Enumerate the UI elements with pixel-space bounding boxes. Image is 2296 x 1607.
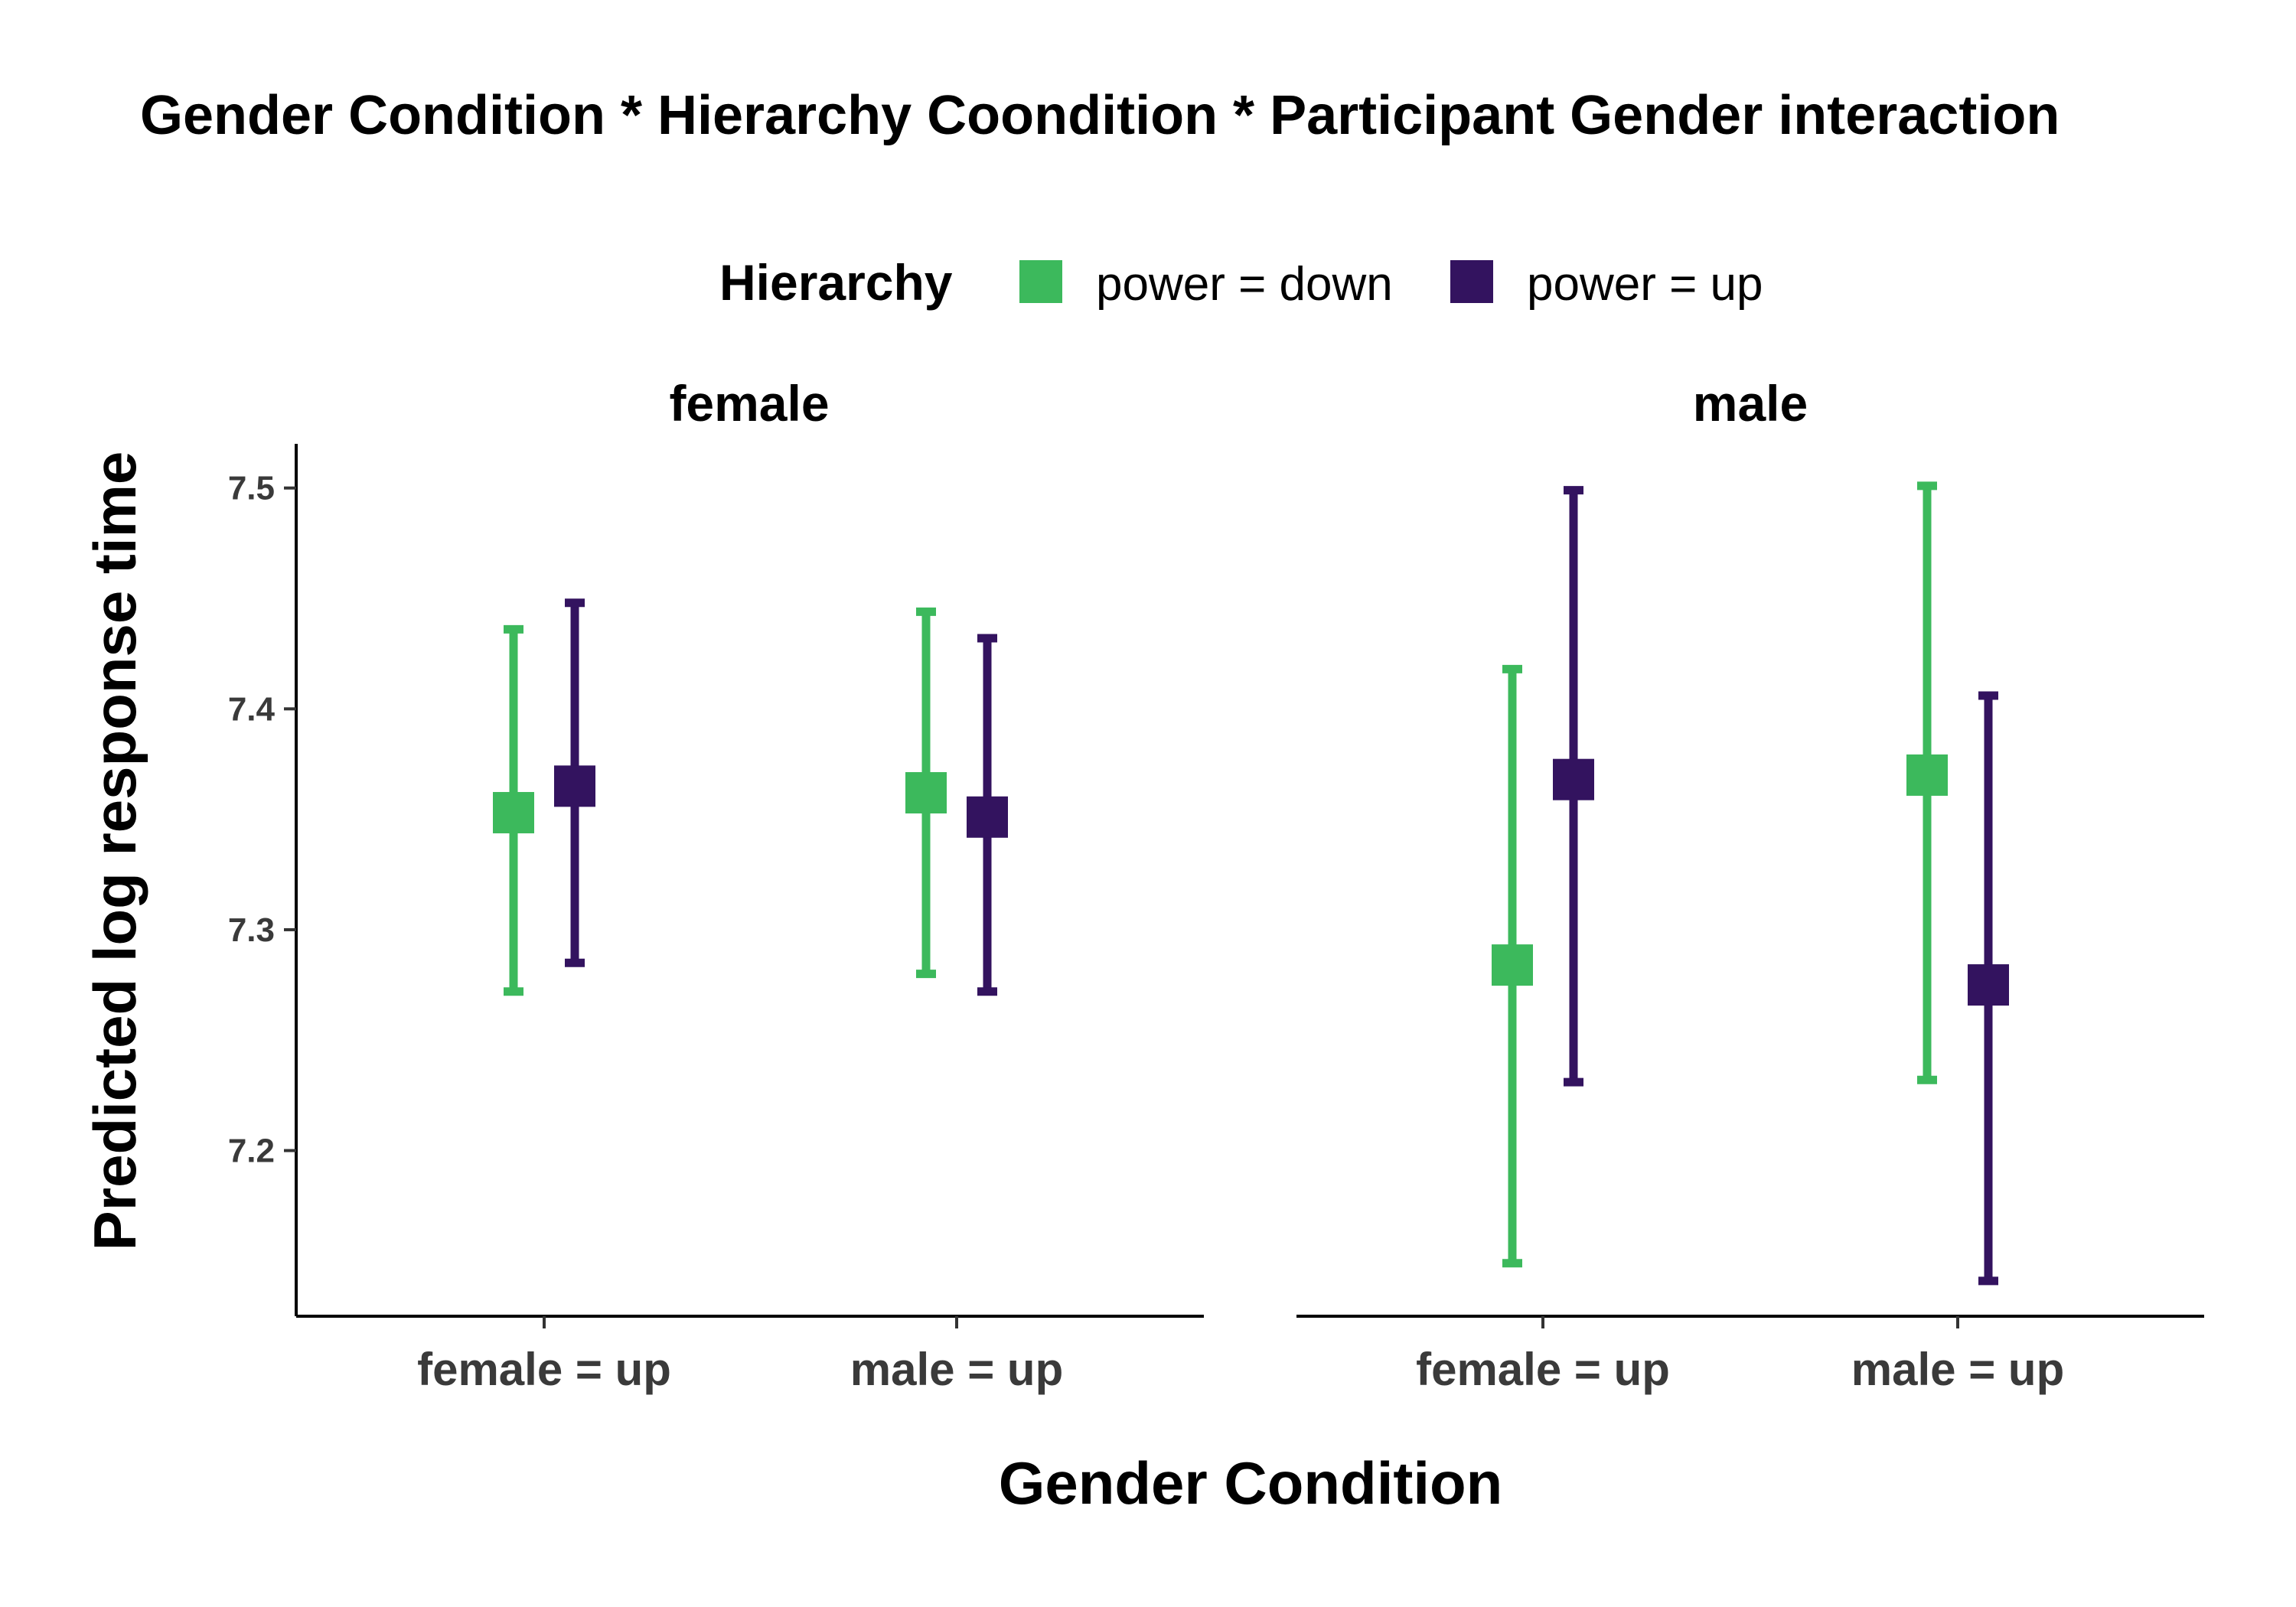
error-bar-point (1906, 481, 1948, 1084)
x-tick-label: female = up (1416, 1344, 1670, 1395)
point-estimate (967, 796, 1008, 838)
x-tick-label: male = up (850, 1344, 1063, 1395)
point-estimate (554, 765, 595, 807)
point-estimate (1968, 964, 2009, 1006)
error-bar-point (1968, 691, 2009, 1286)
y-tick-label: 7.2 (228, 1133, 275, 1170)
y-axis-label: Predicted log response time (81, 451, 148, 1251)
x-tick-label: male = up (1851, 1344, 2064, 1395)
legend-title: Hierarchy (719, 254, 953, 311)
error-bar-point (1553, 486, 1594, 1087)
facet-label-female: female (669, 375, 829, 432)
chart-title: Gender Condition * Hierarchy Coondition … (140, 85, 2060, 146)
error-bar-point (1492, 664, 1533, 1268)
error-bar-point (967, 634, 1008, 996)
error-bar-point (554, 598, 595, 967)
legend: Hierarchy power = down power = up (719, 254, 1763, 311)
error-bar-point (493, 624, 534, 996)
legend-key-power-down (1019, 260, 1062, 303)
y-tick-label: 7.5 (228, 470, 275, 507)
y-tick-label: 7.4 (228, 690, 276, 728)
y-tick-label: 7.3 (228, 911, 275, 949)
point-estimate (1492, 944, 1533, 986)
axes: female = up male = up 7.2 7.3 7.4 7.5 female =… (228, 444, 2204, 1395)
x-axis-label: Gender Condition (999, 1449, 1503, 1517)
legend-label-power-up: power = up (1527, 258, 1763, 311)
point-estimate (493, 791, 534, 833)
point-estimate (1553, 758, 1594, 800)
facet-label-male: male (1693, 375, 1808, 432)
x-tick-label: female = up (417, 1344, 671, 1395)
point-estimate (1906, 754, 1948, 796)
legend-label-power-down: power = down (1096, 258, 1393, 311)
legend-key-power-up (1450, 260, 1493, 303)
data-marks (493, 481, 2009, 1286)
error-bar-point (905, 607, 947, 979)
point-estimate (905, 772, 947, 813)
